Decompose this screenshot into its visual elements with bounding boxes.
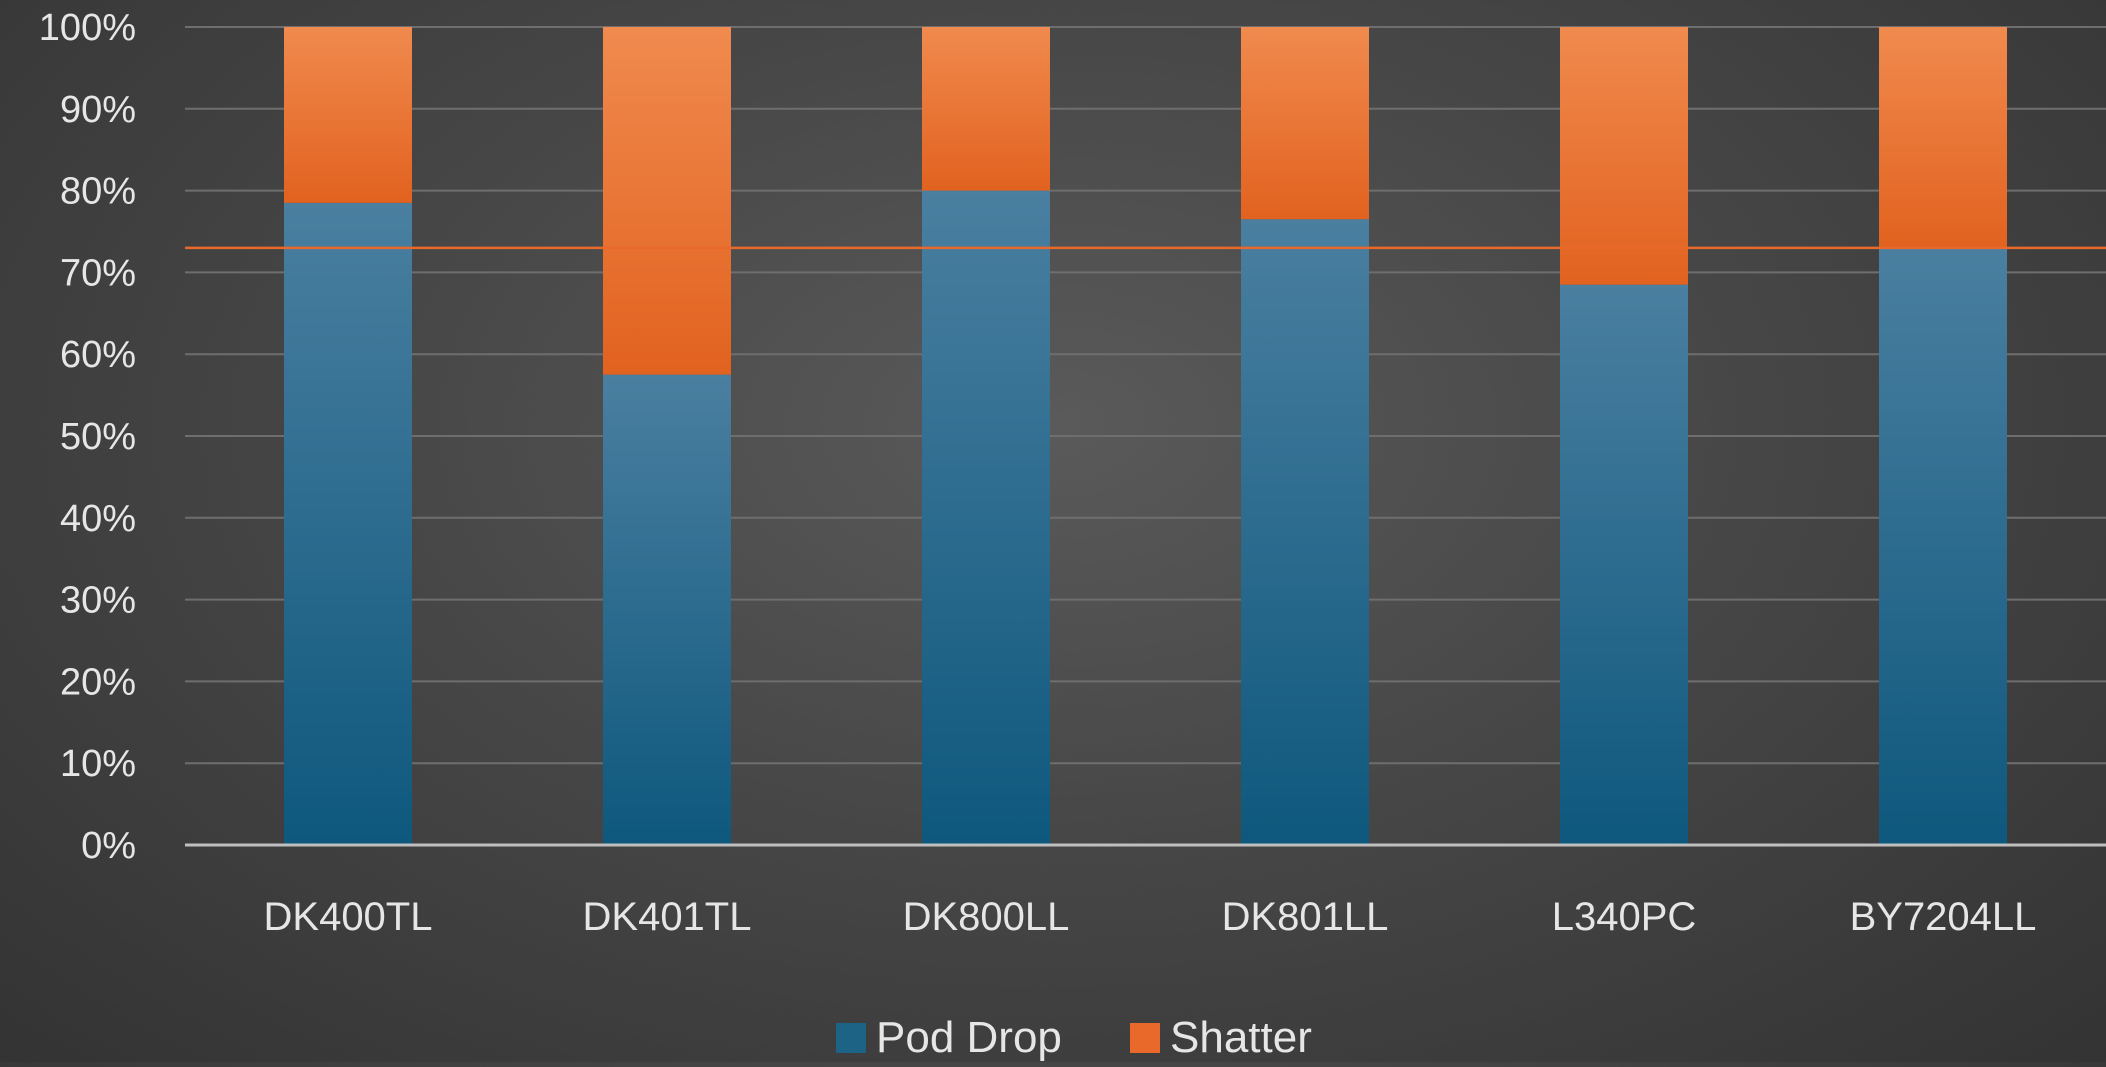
y-tick-label: 80% [60,171,136,213]
y-tick-label: 90% [60,89,136,131]
y-tick-label: 30% [60,580,136,622]
y-tick-label: 70% [60,252,136,294]
x-tick-label: L340PC [1552,895,1697,939]
y-tick-label: 100% [39,7,136,49]
x-tick-label: DK800LL [903,895,1070,939]
legend-label: Pod Drop [876,1013,1062,1062]
y-tick-label: 10% [60,743,136,785]
x-tick-label: BY7204LL [1850,895,2037,939]
y-tick-label: 50% [60,416,136,458]
legend-label: Shatter [1170,1013,1312,1062]
x-axis-tick-labels: DK400TL DK401TL DK800LL DK801LL L340PC BY7204… [264,895,2037,939]
bar-pod-drop [1879,247,2007,846]
legend-swatch-pod-drop [836,1023,866,1053]
bar-shatter [603,27,731,375]
bar-pod-drop [603,374,731,845]
bar-shatter [922,27,1050,191]
bar-pod-drop [284,202,412,845]
x-tick-label: DK401TL [583,895,752,939]
y-axis-tick-labels: 0% 10% 20% 30% 40% 50% 60% 70% 80% 90% 100% [39,7,136,867]
legend-swatch-shatter [1130,1023,1160,1053]
bar-shatter [1241,27,1369,220]
bar-shatter [284,27,412,203]
y-tick-label: 60% [60,334,136,376]
gridlines [185,26,2106,765]
x-tick-label: DK801LL [1222,895,1389,939]
x-tick-label: DK400TL [264,895,433,939]
y-tick-label: 40% [60,498,136,540]
bar-pod-drop [922,190,1050,846]
bar-pod-drop [1560,284,1688,845]
bars [284,27,2007,846]
bar-shatter [1879,27,2007,248]
y-tick-label: 0% [81,825,136,867]
legend: Pod Drop Shatter [836,1013,1312,1062]
bar-shatter [1560,27,1688,285]
y-tick-label: 20% [60,661,136,703]
bar-pod-drop [1241,219,1369,846]
